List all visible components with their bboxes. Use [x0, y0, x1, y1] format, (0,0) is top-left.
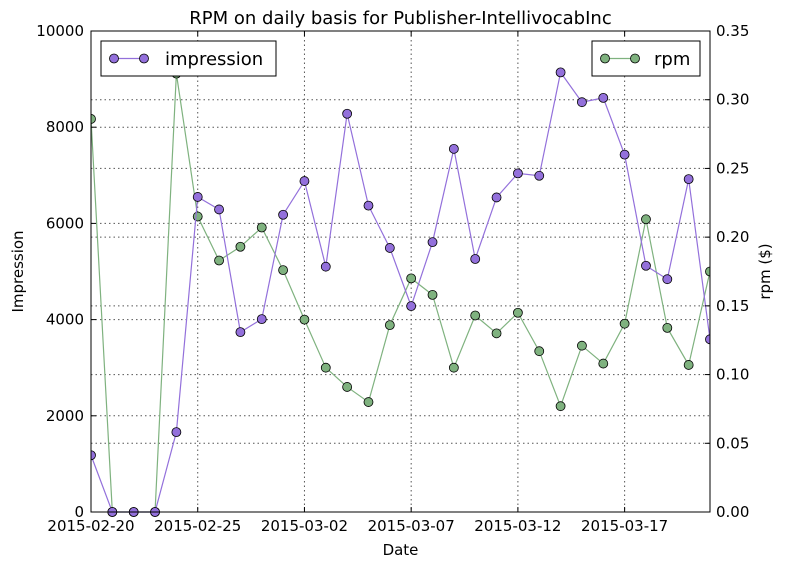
x-tick-label-0: 2015-02-20 [47, 517, 134, 535]
point-rpm-2015-03-09 [448, 362, 459, 373]
point-rpm-2015-03-16 [598, 358, 609, 369]
x-tick-label-1: 2015-02-25 [154, 517, 241, 535]
y2-tick-label-4: 0.20 [716, 228, 749, 246]
y-tick-label-0: 0 [74, 503, 84, 521]
y-tick-label-5: 10000 [36, 22, 84, 40]
point-rpm-2015-03-07 [406, 273, 417, 284]
point-rpm-2015-02-27 [235, 241, 246, 252]
point-impression-2015-03-13 [534, 170, 545, 181]
point-rpm-2015-03-17 [619, 318, 630, 329]
point-rpm-2015-03-18 [641, 214, 651, 225]
point-impression-2015-03-01 [278, 209, 289, 220]
y2-tick-label-3: 0.15 [716, 297, 749, 315]
y2-tick-label-2: 0.10 [716, 366, 749, 384]
y2-tick-label-7: 0.35 [716, 22, 749, 40]
plot-frame [90, 30, 711, 513]
y-tick-label-4: 8000 [46, 118, 84, 136]
point-impression-2015-03-02 [299, 176, 310, 186]
y-tick-label-1: 2000 [46, 407, 84, 425]
point-impression-2015-03-07 [406, 301, 417, 312]
point-impression-2015-02-25 [192, 192, 203, 202]
point-impression-2015-03-12 [513, 168, 523, 179]
y2-tick-label-6: 0.30 [716, 91, 749, 109]
point-rpm-2015-03-02 [299, 314, 310, 325]
legend-impression-marker-2 [139, 53, 149, 64]
point-impression-2015-03-16 [598, 92, 609, 103]
legend-rpm: rpm [591, 40, 701, 77]
point-impression-2015-03-20 [683, 174, 694, 185]
y-axis-title: Impression [9, 230, 27, 312]
y-tick-label-2: 4000 [46, 311, 84, 329]
point-rpm-2015-02-25 [192, 211, 203, 222]
point-impression-2015-03-04 [342, 108, 353, 119]
chart-title: RPM on daily basis for Publisher-Intelli… [189, 8, 611, 29]
point-impression-2015-03-08 [427, 237, 438, 248]
point-impression-2015-02-26 [214, 204, 224, 215]
point-rpm-2015-03-10 [470, 310, 481, 321]
point-rpm-2015-03-03 [320, 362, 331, 373]
point-rpm-2015-03-01 [278, 265, 289, 276]
x-axis-title: Date [383, 541, 419, 559]
point-impression-2015-03-17 [619, 149, 630, 160]
point-impression-2015-03-15 [577, 97, 587, 108]
point-rpm-2015-03-11 [491, 328, 502, 339]
point-impression-2015-03-03 [320, 261, 331, 272]
point-rpm-2015-03-06 [384, 320, 395, 331]
legend-impression-marker-1 [109, 53, 119, 64]
point-impression-2015-03-14 [555, 67, 566, 78]
point-rpm-2015-03-05 [363, 397, 374, 407]
x-tick-label-4: 2015-03-12 [474, 517, 561, 535]
point-rpm-2015-03-13 [534, 346, 545, 357]
point-impression-2015-02-27 [235, 327, 246, 338]
legend-impression-label: impression [165, 49, 263, 70]
point-rpm-2015-03-04 [342, 382, 353, 392]
ticks: 2015-02-20 2015-02-25 2015-03-02 2015-03-07… [36, 22, 749, 535]
point-impression-2015-03-06 [384, 243, 395, 253]
legend-impression: impression [100, 40, 277, 77]
legend-rpm-label: rpm [654, 49, 690, 70]
y-tick-label-3: 6000 [46, 214, 84, 232]
y2-axis-title: rpm ($) [756, 243, 774, 299]
y2-tick-label-1: 0.05 [716, 434, 749, 452]
point-impression-2015-03-05 [363, 200, 374, 211]
point-impression-2015-03-11 [491, 192, 502, 203]
point-impression-2015-03-10 [470, 254, 481, 264]
point-impression-2015-02-24 [171, 427, 182, 438]
point-rpm-2015-02-28 [256, 222, 267, 233]
point-impression-2015-02-20 [91, 450, 96, 461]
point-rpm-2015-03-19 [662, 322, 673, 333]
series-line-rpm [91, 73, 711, 513]
y2-tick-label-0: 0.00 [716, 503, 749, 521]
y2-tick-label-5: 0.25 [716, 159, 749, 177]
point-impression-2015-03-19 [662, 274, 673, 285]
series-layer [91, 67, 711, 517]
point-rpm-2015-02-20 [91, 114, 96, 124]
point-rpm-2015-03-12 [513, 307, 523, 318]
x-tick-label-5: 2015-03-17 [581, 517, 668, 535]
series-impression [91, 67, 711, 517]
point-rpm-2015-03-15 [577, 340, 587, 351]
point-impression-2015-03-18 [641, 260, 651, 271]
x-tick-label-3: 2015-03-07 [368, 517, 455, 535]
legend-rpm-marker-2 [630, 53, 640, 64]
point-rpm-2015-03-08 [427, 289, 438, 300]
x-tick-label-2: 2015-03-02 [261, 517, 348, 535]
point-rpm-2015-03-20 [683, 360, 694, 370]
point-rpm-2015-03-14 [555, 401, 566, 412]
series-line-impression [91, 70, 711, 513]
point-rpm-2015-02-26 [214, 255, 224, 266]
point-impression-2015-02-28 [256, 314, 267, 325]
legend-rpm-marker-1 [600, 53, 610, 64]
point-impression-2015-03-09 [448, 143, 459, 154]
